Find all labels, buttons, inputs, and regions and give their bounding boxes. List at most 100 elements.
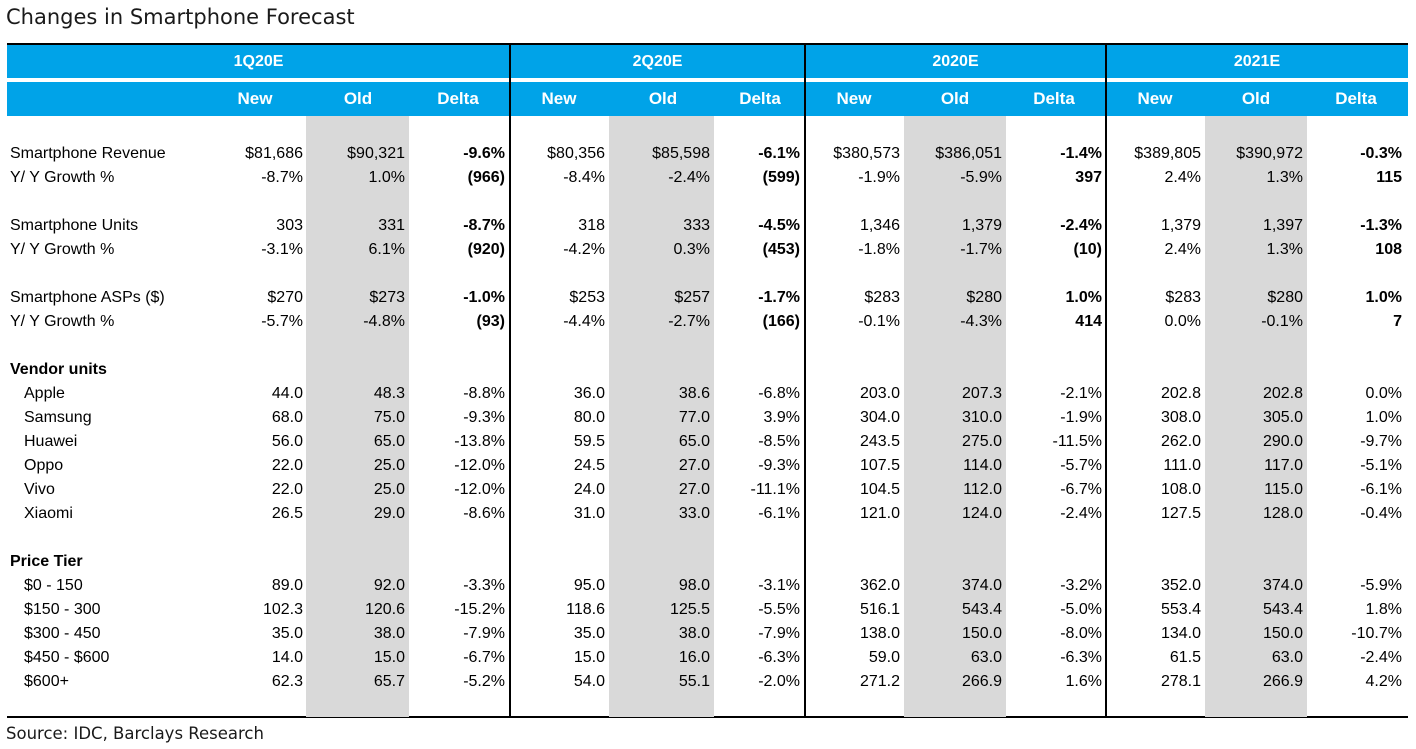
table-cell: 138.0 — [859, 625, 900, 642]
table-cell: 2.4% — [1164, 241, 1201, 258]
table-cell: 102.3 — [262, 601, 303, 618]
source-note: Source: IDC, Barclays Research — [6, 724, 264, 743]
table-cell: 266.9 — [1262, 673, 1303, 690]
table-cell: $380,573 — [833, 145, 900, 162]
table-cell: -2.4% — [668, 169, 710, 186]
table-cell: -8.4% — [563, 169, 605, 186]
row-label: Y/ Y Growth % — [10, 169, 115, 186]
table-cell: 118.6 — [566, 601, 605, 618]
table-cell: 98.0 — [678, 577, 710, 594]
column-header-delta: Delta — [1335, 89, 1377, 108]
table-cell: -12.0% — [454, 457, 505, 474]
table-cell: 290.0 — [1262, 433, 1303, 450]
table-cell: $253 — [569, 289, 605, 306]
column-header-band — [7, 82, 1408, 116]
table-cell: 114.0 — [963, 457, 1002, 474]
table-cell: 27.0 — [678, 481, 710, 498]
column-header-delta: Delta — [739, 89, 781, 108]
table-cell: 75.0 — [373, 409, 405, 426]
table-cell: 543.4 — [961, 601, 1002, 618]
table-cell: -3.1% — [758, 577, 800, 594]
table-cell: 65.0 — [678, 433, 710, 450]
table-cell: -2.4% — [1360, 649, 1402, 666]
table-cell: -0.1% — [1261, 313, 1303, 330]
table-cell: 89.0 — [271, 577, 303, 594]
table-cell: 1,346 — [859, 217, 900, 234]
table-cell: 1,379 — [1160, 217, 1201, 234]
table-cell: 303 — [276, 217, 303, 234]
table-cell: -6.1% — [758, 505, 800, 522]
row-label: $450 - $600 — [24, 649, 110, 666]
table-cell: -8.5% — [758, 433, 800, 450]
table-cell: -1.4% — [1060, 145, 1102, 162]
table-cell: 271.2 — [859, 673, 900, 690]
table-top-rule — [7, 43, 1408, 45]
table-cell: 125.5 — [669, 601, 710, 618]
table-cell: 48.3 — [373, 385, 405, 402]
column-header-new: New — [541, 89, 577, 108]
table-cell: 115 — [1376, 169, 1402, 186]
table-cell: -8.7% — [261, 169, 303, 186]
column-header-old: Old — [343, 89, 373, 108]
table-cell: -2.0% — [758, 673, 800, 690]
old-column-shade — [904, 116, 1006, 717]
table-cell: 38.0 — [678, 625, 710, 642]
table-cell: 65.7 — [373, 673, 405, 690]
table-cell: -9.3% — [758, 457, 800, 474]
table-cell: -1.9% — [858, 169, 900, 186]
table-cell: 35.0 — [271, 625, 303, 642]
table-cell: 115.0 — [1264, 481, 1303, 498]
table-cell: -6.3% — [1060, 649, 1102, 666]
table-cell: -6.1% — [1360, 481, 1402, 498]
table-cell: 374.0 — [961, 577, 1002, 594]
table-cell: 1.6% — [1065, 673, 1102, 690]
table-cell: 111.0 — [1163, 457, 1201, 474]
table-cell: -9.3% — [463, 409, 505, 426]
table-cell: -1.9% — [1060, 409, 1102, 426]
table-cell: 331 — [378, 217, 405, 234]
table-cell: $270 — [267, 289, 303, 306]
table-cell: $280 — [1267, 289, 1303, 306]
table-cell: 31.0 — [573, 505, 605, 522]
table-cell: -7.9% — [463, 625, 505, 642]
table-cell: 150.0 — [1262, 625, 1303, 642]
table-cell: 1,379 — [961, 217, 1002, 234]
table-cell: 107.5 — [859, 457, 900, 474]
table-cell: 0.0% — [1164, 313, 1201, 330]
table-cell: -2.4% — [1060, 505, 1102, 522]
table-cell: 0.0% — [1365, 385, 1402, 402]
table-cell: 26.5 — [271, 505, 303, 522]
table-cell: 1,397 — [1262, 217, 1303, 234]
table-cell: (10) — [1073, 241, 1102, 258]
table-cell: 24.5 — [573, 457, 605, 474]
table-cell: 24.0 — [573, 481, 605, 498]
table-cell: -9.7% — [1360, 433, 1402, 450]
table-cell: -9.6% — [463, 145, 505, 162]
table-bottom-rule — [7, 716, 1408, 718]
table-cell: 117.0 — [1264, 457, 1303, 474]
table-cell: 44.0 — [271, 385, 303, 402]
table-cell: 63.0 — [1271, 649, 1303, 666]
column-header-old: Old — [648, 89, 678, 108]
table-cell: $390,972 — [1236, 145, 1303, 162]
table-cell: 104.5 — [859, 481, 900, 498]
table-cell: 22.0 — [271, 481, 303, 498]
table-cell: 304.0 — [859, 409, 900, 426]
old-column-shade — [306, 116, 409, 717]
table-cell: 59.0 — [868, 649, 900, 666]
table-cell: -4.8% — [363, 313, 405, 330]
table-cell: 397 — [1075, 169, 1102, 186]
table-cell: 127.5 — [1160, 505, 1201, 522]
table-cell: 59.5 — [573, 433, 605, 450]
table-cell: 22.0 — [271, 457, 303, 474]
period-header-2Q20E: 2Q20E — [632, 53, 683, 70]
table-cell: -1.8% — [858, 241, 900, 258]
row-label: $600+ — [24, 673, 69, 690]
column-header-old: Old — [940, 89, 970, 108]
table-cell: -0.4% — [1360, 505, 1402, 522]
table-cell: 1.3% — [1266, 241, 1303, 258]
table-cell: -1.3% — [1360, 217, 1402, 234]
table-cell: $81,686 — [245, 145, 303, 162]
table-cell: 108 — [1375, 241, 1402, 258]
table-cell: 1.0% — [1065, 289, 1102, 306]
